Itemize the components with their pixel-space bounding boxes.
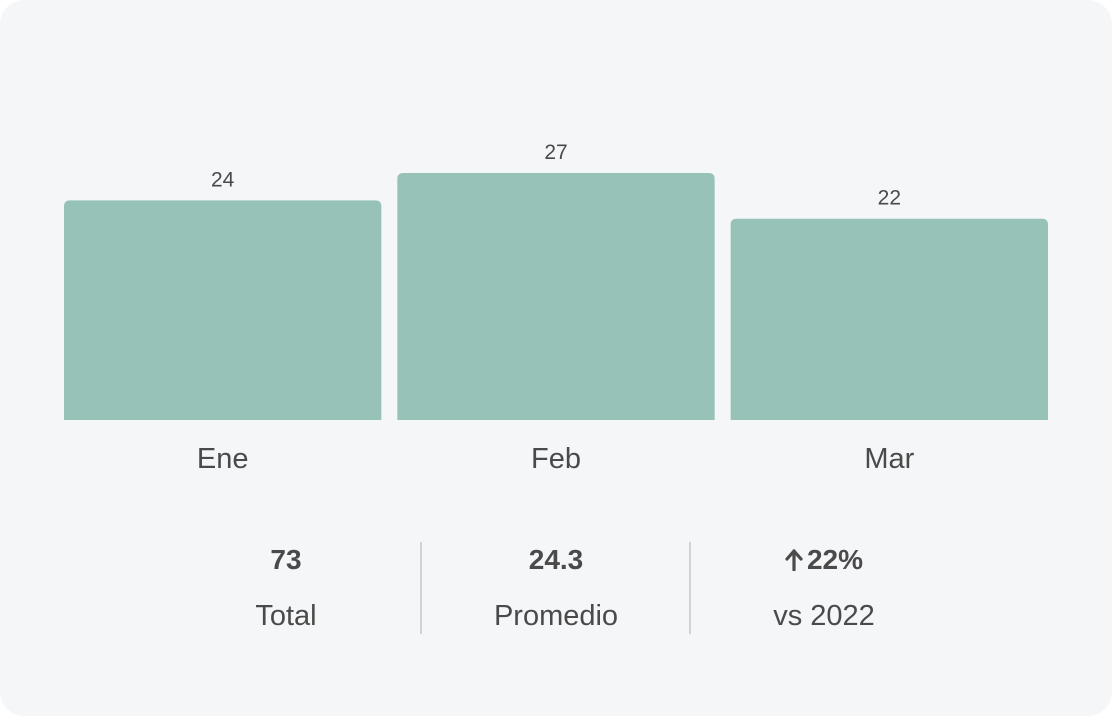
stat-average-label: Promedio xyxy=(493,600,619,632)
x-tick-label-mar: Mar xyxy=(864,443,914,475)
stat-change-label: vs 2022 xyxy=(773,600,875,632)
stat-change-value: 22% xyxy=(806,544,864,575)
divider xyxy=(420,542,422,634)
x-tick-label-feb: Feb xyxy=(531,443,581,475)
stat-total-value: 73 xyxy=(270,544,302,575)
bar-chart: 24 Ene 27 Feb 22 Mar xyxy=(64,141,1048,475)
x-tick-label-ene: Ene xyxy=(197,443,249,475)
arrow-up-icon xyxy=(785,549,803,571)
bar-mar xyxy=(730,218,1048,420)
bar-ene xyxy=(64,200,382,420)
data-label-mar: 22 xyxy=(878,187,901,210)
divider xyxy=(689,542,691,634)
bar-feb xyxy=(397,172,715,420)
summary-stats: 73 Total 24.3 Promedio 22% vs 2022 xyxy=(0,530,1112,640)
data-label-feb: 27 xyxy=(544,141,567,164)
stat-average-value: 24.3 xyxy=(528,544,584,575)
data-label-ene: 24 xyxy=(211,168,235,191)
stat-total-label: Total xyxy=(255,600,317,632)
